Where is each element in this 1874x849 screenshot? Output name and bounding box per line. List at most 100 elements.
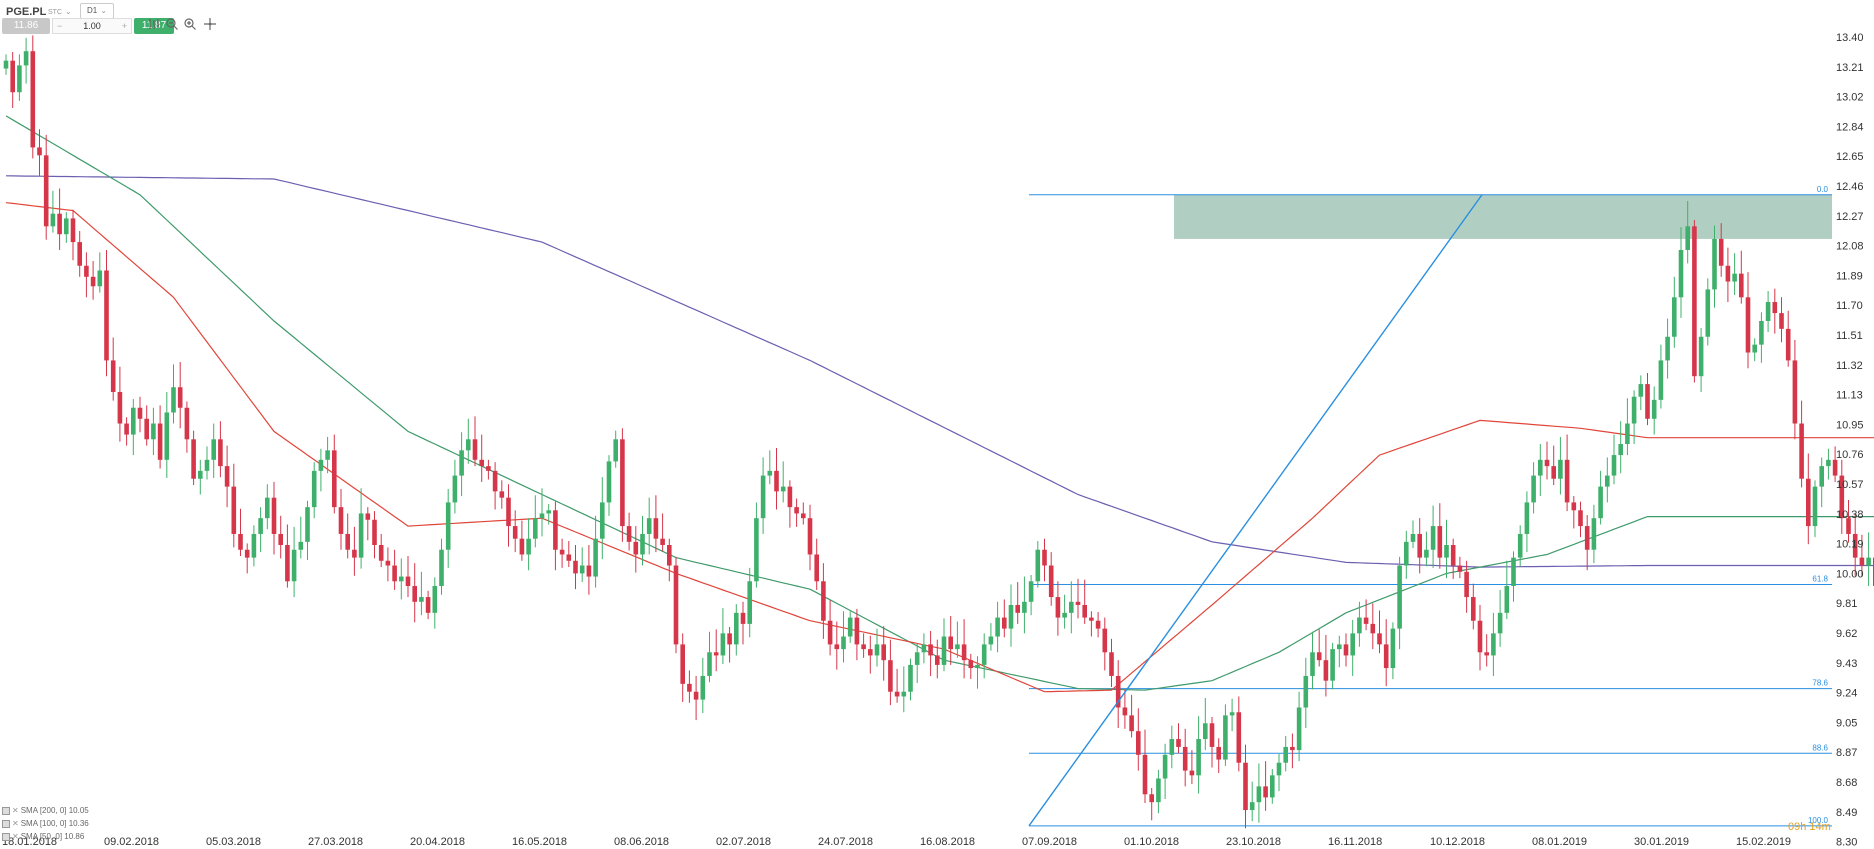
sell-button[interactable]: 11.86 (2, 18, 50, 34)
candle-body (1203, 723, 1208, 740)
fib-level-label: 100.0 (1808, 816, 1829, 825)
decrease-lot-button[interactable]: − (57, 21, 63, 31)
close-icon[interactable]: ✕ (12, 806, 19, 815)
candle-body (499, 491, 505, 498)
candles (3, 35, 1874, 829)
candle-body (392, 565, 397, 582)
candle-body (787, 486, 793, 508)
candle-body (1698, 336, 1704, 377)
lot-size-stepper[interactable]: − 1.00 + (52, 18, 132, 34)
chart-type-icon[interactable] (146, 17, 162, 33)
candle-body (157, 423, 163, 460)
candle-body (1631, 396, 1637, 424)
candle-body (1263, 786, 1268, 798)
legend-item-sma100[interactable]: ✕ SMA [100, 0] 10.36 (2, 817, 89, 830)
legend-item-sma50[interactable]: ✕ SMA [50, 0] 10.86 (2, 830, 89, 843)
crosshair-icon[interactable] (202, 17, 218, 33)
chart-type-selector[interactable]: STC ⌄ (48, 4, 72, 21)
candle-body (198, 470, 203, 479)
candle-body (1812, 486, 1818, 527)
timeframe-selector[interactable]: D1 ⌄ (80, 3, 114, 19)
candle-body (124, 423, 129, 435)
candle-body (1598, 486, 1603, 519)
x-tick-label: 18.01.2018 (2, 836, 57, 848)
candle-body (774, 470, 779, 492)
candle-body (405, 576, 411, 587)
candle-body (191, 439, 196, 479)
sma-line (5, 202, 1874, 693)
legend-label: SMA [50, 0] 10.86 (20, 832, 85, 841)
candle-body (1129, 715, 1134, 732)
candle-body (1035, 549, 1041, 582)
y-tick-label: 11.89 (1836, 270, 1863, 282)
candle-body (1397, 565, 1402, 629)
candle-body (935, 655, 940, 665)
candle-body (1765, 302, 1771, 321)
x-tick-label: 05.03.2018 (206, 836, 261, 848)
zoom-out-icon[interactable] (164, 17, 180, 33)
visibility-checkbox[interactable] (2, 806, 10, 815)
candle-body (164, 412, 170, 460)
candle-body (512, 526, 518, 539)
y-tick-label: 11.70 (1836, 300, 1863, 312)
candle-body (151, 423, 156, 440)
candle-body (794, 507, 799, 514)
close-icon[interactable]: ✕ (12, 832, 19, 841)
candle-body (888, 660, 893, 692)
candle-body (258, 518, 263, 534)
y-tick-label: 10.19 (1836, 539, 1864, 551)
candle-body (874, 644, 880, 656)
y-tick-label: 13.21 (1836, 62, 1864, 74)
candle-body (566, 554, 572, 561)
zoom-in-icon[interactable] (182, 17, 198, 33)
candle-body (57, 213, 62, 235)
visibility-checkbox[interactable] (2, 819, 10, 828)
candle-body (1189, 770, 1195, 776)
candle-body (184, 407, 190, 440)
candle-body (1390, 628, 1396, 669)
visibility-checkbox[interactable] (2, 832, 10, 841)
candle-body (1524, 502, 1530, 534)
candle-body (325, 450, 330, 460)
candle-body (680, 644, 685, 684)
x-tick-label: 02.07.2018 (716, 836, 771, 848)
candle-body (378, 545, 384, 561)
candle-body (526, 538, 531, 555)
candle-body (1042, 549, 1047, 566)
candle-body (1464, 571, 1469, 598)
legend-item-sma200[interactable]: ✕ SMA [200, 0] 10.05 (2, 804, 89, 817)
candle-body (1678, 249, 1684, 298)
candle-body (1551, 466, 1556, 479)
increase-lot-button[interactable]: + (121, 21, 127, 31)
candle-body (1819, 466, 1824, 487)
candle-body (3, 60, 9, 69)
candle-body (244, 549, 250, 558)
fib-level-label: 78.6 (1812, 679, 1828, 688)
candle-body (1457, 565, 1463, 572)
candle-body (921, 644, 927, 653)
x-tick-label: 01.10.2018 (1124, 836, 1179, 848)
candle-body (908, 664, 913, 692)
candle-body (1564, 459, 1570, 503)
candle-body (1471, 597, 1476, 621)
candle-body (1517, 533, 1523, 558)
y-tick-label: 13.40 (1836, 32, 1864, 44)
candle-body (734, 612, 739, 645)
candle-body (1404, 541, 1409, 566)
candle-body (104, 270, 109, 361)
candle-body (1651, 399, 1657, 419)
candle-body (311, 470, 317, 508)
close-icon[interactable]: ✕ (12, 819, 19, 828)
sma-line (5, 175, 1874, 568)
symbol-selector[interactable]: PGE.PL (6, 4, 46, 20)
y-tick-label: 9.62 (1836, 628, 1857, 640)
y-tick-label: 8.49 (1836, 807, 1857, 819)
candle-body (713, 652, 719, 656)
x-tick-label: 16.05.2018 (512, 836, 567, 848)
candle-body (271, 497, 277, 534)
candle-body (1417, 533, 1422, 558)
candle-body (1571, 502, 1577, 511)
x-tick-label: 08.06.2018 (614, 836, 669, 848)
legend-label: SMA [200, 0] 10.05 (20, 806, 89, 815)
